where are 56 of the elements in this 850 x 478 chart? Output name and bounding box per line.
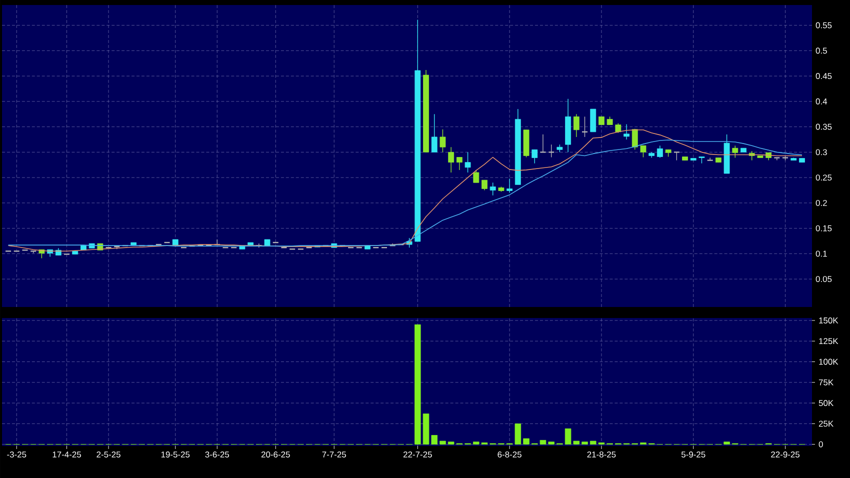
- x-tick-label: 7-7-25: [322, 452, 346, 458]
- candlestick: [532, 149, 538, 164]
- y-tick-label: 0.05: [816, 276, 832, 282]
- y-tick-label: 150K: [819, 317, 838, 324]
- candlestick: [473, 170, 480, 183]
- candlestick: [440, 128, 446, 153]
- y-tick-label: 0.25: [816, 174, 832, 181]
- y-tick-label: 0.5: [816, 48, 827, 54]
- candlestick: [640, 145, 646, 158]
- x-tick-label: 3-6-25: [205, 452, 230, 458]
- x-tick-label: 6-8-25: [498, 452, 522, 458]
- y-tick-label: 0.3: [816, 149, 827, 156]
- x-tick-label: 5-9-25: [681, 452, 706, 458]
- bar: [440, 440, 446, 445]
- y-tick-label: 0.2: [816, 200, 827, 206]
- candlestick: [573, 114, 580, 138]
- bar: [724, 442, 730, 445]
- bar: [523, 438, 530, 445]
- y-tick-label: 0.35: [816, 124, 832, 130]
- x-tick-label: 2-5-25: [96, 452, 120, 458]
- x-tick-label: 21-8-25: [587, 452, 616, 458]
- candlestick: [431, 114, 438, 153]
- candlestick: [490, 182, 496, 196]
- candlestick: [448, 146, 454, 173]
- y-tick-label: 50K: [818, 400, 834, 406]
- y-tick-label: 0.55: [816, 22, 832, 28]
- y-tick-label: 0.15: [816, 225, 832, 232]
- candlestick: [656, 145, 663, 158]
- y-tick-label: 0.45: [816, 73, 832, 80]
- candlestick: [540, 134, 546, 153]
- candlestick: [732, 145, 738, 158]
- y-tick-label: 100K: [819, 358, 838, 365]
- x-tick-label: 22-7-25: [403, 452, 432, 458]
- candlestick: [456, 156, 462, 170]
- candlestick: [464, 152, 471, 173]
- x-tick-label: -3-25: [7, 452, 26, 458]
- x-tick-label: 19-5-25: [161, 452, 190, 458]
- candlestick: [548, 144, 555, 158]
- x-tick-label: 22-9-25: [771, 452, 800, 458]
- bar: [548, 442, 554, 445]
- y-tick-label: 0: [818, 441, 823, 448]
- bar: [582, 442, 588, 445]
- y-tick-label: 75K: [818, 379, 834, 386]
- candlestick: [774, 157, 780, 161]
- candlestick: [590, 108, 596, 132]
- candlestick: [482, 180, 488, 191]
- y-tick-label: 25K: [818, 420, 834, 427]
- candlestick: [615, 122, 622, 134]
- y-tick-label: 0.1: [816, 250, 827, 257]
- y-tick-label: 125K: [819, 338, 838, 344]
- candlestick: [506, 178, 513, 194]
- y-tick-label: 0.4: [816, 98, 828, 104]
- bar: [414, 324, 421, 445]
- candlestick: [624, 124, 630, 140]
- x-tick-label: 17-4-25: [52, 452, 81, 458]
- x-tick-label: 20-6-25: [261, 452, 290, 458]
